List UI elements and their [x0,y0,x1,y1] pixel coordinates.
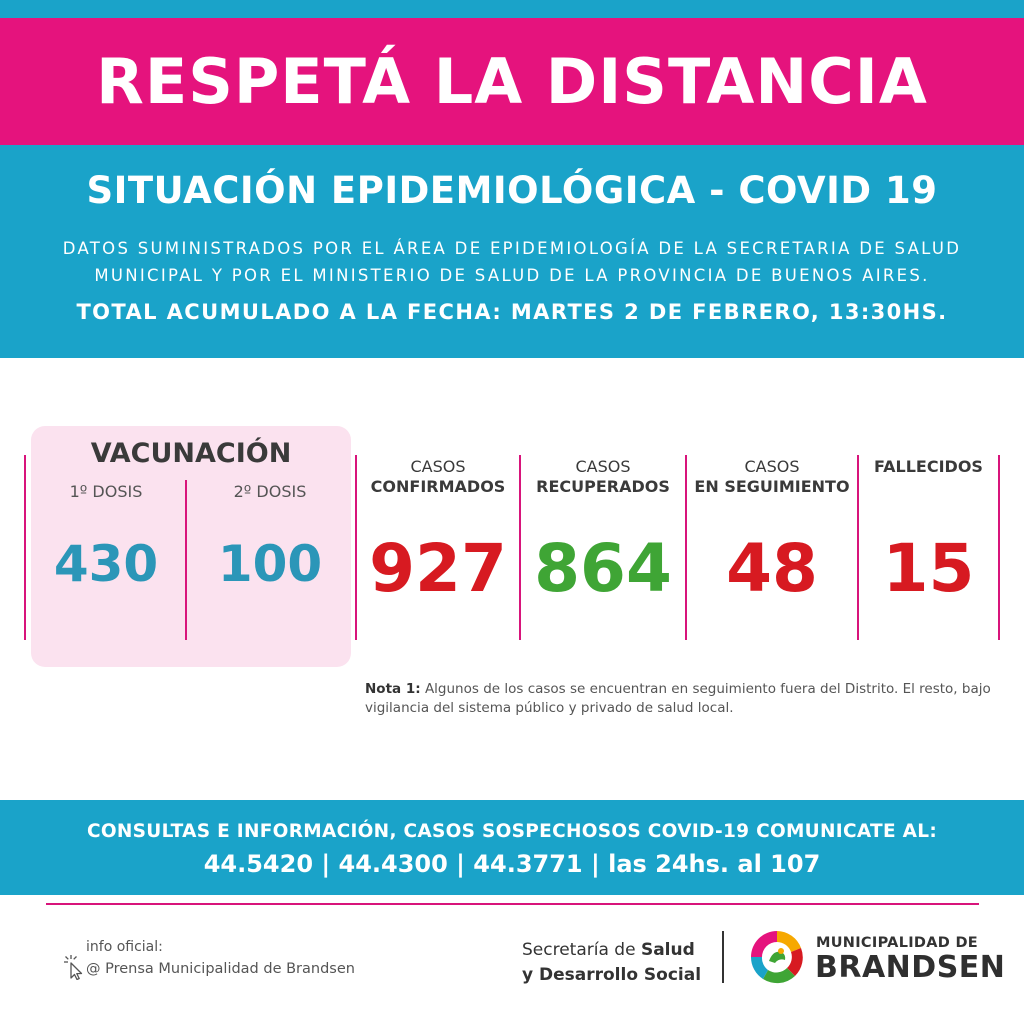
deceased-value: 15 [882,530,975,607]
header-source: DATOS SUMINISTRADOS POR EL ÁREA DE EPIDE… [0,235,1024,289]
banner-title: RESPETÁ LA DISTANCIA [96,45,928,118]
divider-left [24,455,26,640]
municipality-label: MUNICIPALIDAD DE [816,935,979,951]
footnote: Nota 1: Algunos de los casos se encuentr… [365,680,1005,718]
header-total: TOTAL ACUMULADO A LA FECHA: MARTES 2 DE … [76,300,948,324]
footer-rule [46,903,979,905]
header-title: SITUACIÓN EPIDEMIOLÓGICA - COVID 19 [86,169,938,212]
municipality-name: BRANDSEN [815,950,1006,985]
divider-4 [857,455,859,640]
recovered-label-line2: RECUPERADOS [536,477,670,496]
following-value: 48 [726,530,818,607]
confirmed-label-line1: CASOS [410,457,466,476]
footer-divider [722,931,724,983]
banner: RESPETÁ LA DISTANCIA [0,18,1024,145]
secretaria-text: Secretaría de Salud y Desarrollo Social [522,938,701,988]
vaccination-title: VACUNACIÓN [90,438,292,469]
confirmed-value: 927 [369,530,507,607]
following-label: CASOS EN SEGUIMIENTO [687,457,857,497]
dose2-value: 100 [217,535,323,593]
secretaria-line2: y Desarrollo Social [522,965,702,985]
dose1-value: 430 [53,535,159,593]
deceased-label: FALLECIDOS [859,457,998,477]
dose2-label: 2º DOSIS [233,482,307,501]
divider-vaccination [185,480,187,640]
info-label: info oficial: [86,939,163,955]
header-source-line2: MUNICIPAL Y POR EL MINISTERIO DE SALUD D… [94,266,930,285]
secretaria-prefix: Secretaría de [522,940,641,960]
info-handle: @ Prensa Municipalidad de Brandsen [86,961,355,977]
divider-2 [519,455,521,640]
divider-1 [355,455,357,640]
header-source-line1: DATOS SUMINISTRADOS POR EL ÁREA DE EPIDE… [62,239,962,258]
vaccination-panel [31,426,351,667]
secretaria-bold: Salud [640,940,695,960]
recovered-label-line1: CASOS [575,457,631,476]
municipal-logo-icon [750,931,803,984]
header: SITUACIÓN EPIDEMIOLÓGICA - COVID 19 DATO… [0,145,1024,358]
footnote-label: Nota 1: [365,681,421,697]
divider-3 [685,455,687,640]
recovered-label: CASOS RECUPERADOS [521,457,685,497]
divider-right [998,455,1000,640]
following-label-line1: CASOS [744,457,800,476]
top-strip [0,0,1024,18]
confirmed-label-line2: CONFIRMADOS [370,477,506,496]
footnote-text: Algunos de los casos se encuentran en se… [365,681,991,716]
confirmed-label: CASOS CONFIRMADOS [357,457,519,497]
contact-band: CONSULTAS E INFORMACIÓN, CASOS SOSPECHOS… [0,800,1024,895]
following-label-line2: EN SEGUIMIENTO [694,477,850,496]
contact-line1: CONSULTAS E INFORMACIÓN, CASOS SOSPECHOS… [86,821,938,842]
cursor-click-icon [64,955,83,980]
deceased-label-line2: FALLECIDOS [874,457,983,476]
contact-phones: 44.5420 | 44.4300 | 44.3771 | las 24hs. … [203,850,821,878]
dose1-label: 1º DOSIS [69,482,143,501]
recovered-value: 864 [534,530,672,607]
